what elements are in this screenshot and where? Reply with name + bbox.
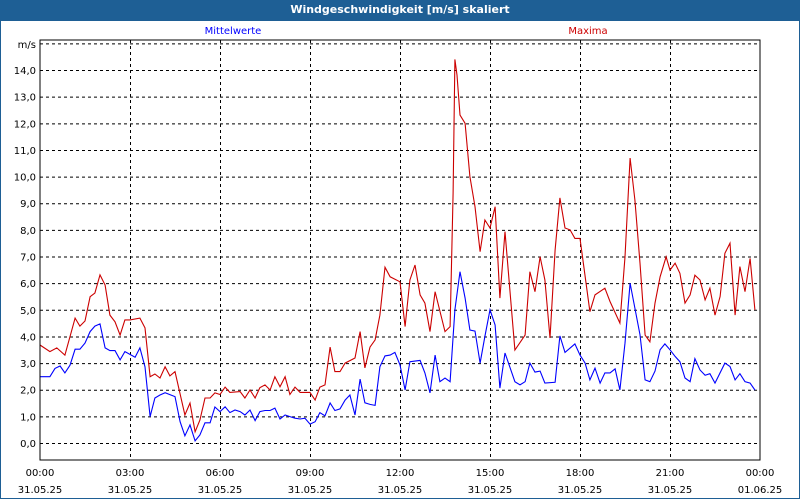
x-tick-time: 15:00 xyxy=(476,468,505,479)
x-tick-time: 12:00 xyxy=(386,468,415,479)
y-tick-label: 1,0 xyxy=(20,412,36,423)
y-tick-label: 8,0 xyxy=(20,226,36,237)
x-tick-time: 00:00 xyxy=(746,468,775,479)
y-tick-label: 2,0 xyxy=(20,386,36,397)
y-tick-label: 7,0 xyxy=(20,253,36,264)
series-lines xyxy=(39,59,756,443)
y-tick-label: 3,0 xyxy=(20,359,36,370)
x-tick-date: 31.05.25 xyxy=(288,485,333,496)
y-tick-label: 14,0 xyxy=(14,66,36,77)
y-tick-label: 5,0 xyxy=(20,306,36,317)
y-axis-unit-label: m/s xyxy=(18,40,36,51)
x-tick-date: 31.05.25 xyxy=(558,485,603,496)
y-tick-labels: 0,0 1,0 2,0 3,0 4,0 5,0 6,0 7,0 8,0 9,0 10,0 11,0 12… xyxy=(14,66,36,450)
window-title: Windgeschwindigkeit [m/s] skaliert xyxy=(0,0,800,21)
x-tick-date: 31.05.25 xyxy=(648,485,693,496)
y-tick-label: 12,0 xyxy=(14,119,36,130)
x-tick-date: 31.05.25 xyxy=(108,485,153,496)
legend-maxima: Maxima xyxy=(568,26,607,37)
x-tick-date: 31.05.25 xyxy=(18,485,63,496)
y-tick-label: 13,0 xyxy=(14,93,36,104)
plot-border xyxy=(39,39,761,461)
y-tick-label: 0,0 xyxy=(20,439,36,450)
legend-mittelwerte: Mittelwerte xyxy=(205,26,262,37)
y-tick-label: 10,0 xyxy=(14,173,36,184)
x-tick-date: 01.06.25 xyxy=(738,485,783,496)
y-tick-label: 9,0 xyxy=(20,199,36,210)
x-tick-time: 21:00 xyxy=(656,468,685,479)
y-tick-label: 6,0 xyxy=(20,279,36,290)
x-tick-time: 03:00 xyxy=(116,468,145,479)
y-tick-label: 11,0 xyxy=(14,146,36,157)
x-tick-date: 31.05.25 xyxy=(378,485,423,496)
x-tick-time: 18:00 xyxy=(566,468,595,479)
series-line-mittelwerte xyxy=(40,271,756,443)
grid-lines xyxy=(40,40,760,460)
x-tick-time: 09:00 xyxy=(296,468,325,479)
x-tick-date: 31.05.25 xyxy=(198,485,243,496)
x-tick-date: 31.05.25 xyxy=(468,485,513,496)
y-tick-label: 4,0 xyxy=(20,332,36,343)
x-tick-labels: 00:00 31.05.25 03:00 31.05.25 06:00 31.05.25 0… xyxy=(18,468,783,496)
x-tick-time: 00:00 xyxy=(26,468,55,479)
series-line-maxima xyxy=(39,59,756,434)
x-tick-time: 06:00 xyxy=(206,468,235,479)
